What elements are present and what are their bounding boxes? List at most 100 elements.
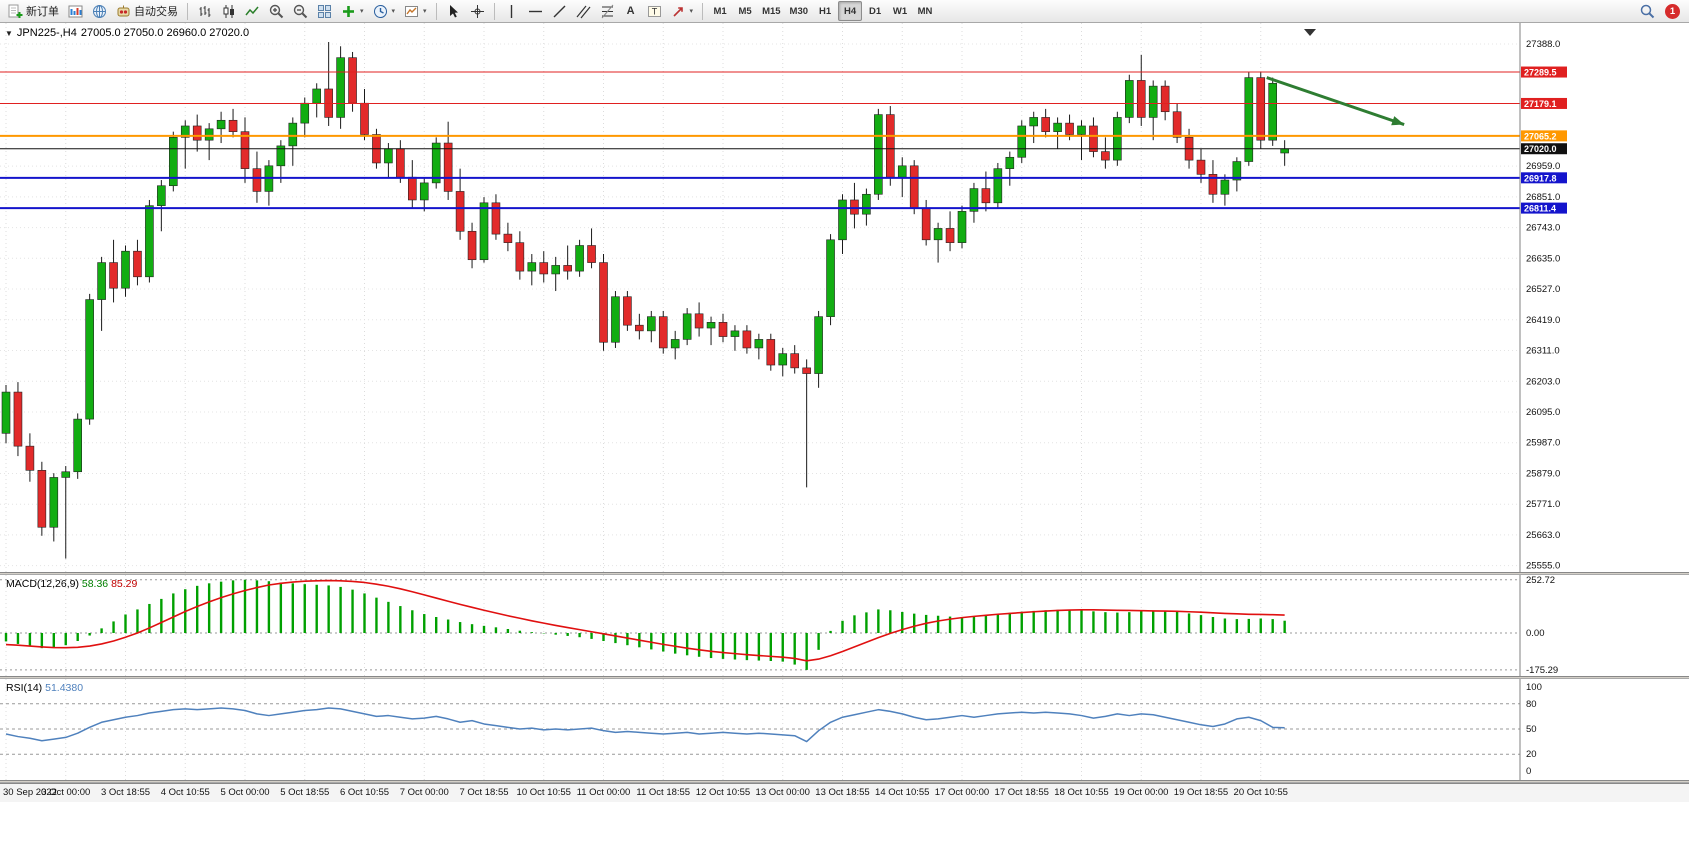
zoom-in-button[interactable]: [265, 1, 288, 21]
tile-windows-button[interactable]: [313, 1, 336, 21]
indicators-button[interactable]: ▾: [337, 1, 368, 21]
new-order-label: 新订单: [26, 6, 59, 18]
zoom-out-icon: [293, 4, 308, 19]
rsi-value: 51.4380: [45, 682, 84, 694]
chart-bars-button[interactable]: [193, 1, 216, 21]
trendline-button[interactable]: [548, 1, 571, 21]
cursor-icon: [446, 4, 461, 19]
time-axis-label: 14 Oct 10:55: [875, 787, 930, 798]
svg-text:27065.2: 27065.2: [1524, 131, 1557, 141]
svg-text:25663.0: 25663.0: [1526, 530, 1560, 541]
svg-text:26811.4: 26811.4: [1524, 204, 1556, 214]
arrow-object-icon: [671, 4, 686, 19]
channel-button[interactable]: [572, 1, 595, 21]
chart-line-button[interactable]: [241, 1, 264, 21]
chevron-down-icon: ▾: [391, 8, 396, 15]
time-axis-label: 5 Oct 00:00: [220, 787, 270, 798]
svg-text:0.00: 0.00: [1526, 628, 1545, 639]
search-button[interactable]: [1636, 1, 1659, 21]
crosshair-button[interactable]: [466, 1, 489, 21]
profiles-button[interactable]: [88, 1, 111, 21]
time-axis-label: 11 Oct 18:55: [636, 787, 691, 798]
svg-text:25987.0: 25987.0: [1526, 438, 1560, 449]
svg-text:-175.29: -175.29: [1526, 665, 1558, 676]
new-order-button[interactable]: 新订单: [4, 1, 63, 21]
label-button[interactable]: T: [643, 1, 666, 21]
svg-text:27289.5: 27289.5: [1524, 68, 1557, 78]
svg-text:26959.0: 26959.0: [1526, 161, 1560, 172]
toolbar-separator: [702, 2, 704, 20]
timeframe-button-w1[interactable]: W1: [888, 1, 912, 21]
macd-panel: 252.72 0.00 -175.29 MACD(12,26,9) 58.36 85…: [0, 575, 1689, 676]
time-axis-label: 6 Oct 10:55: [339, 787, 390, 798]
svg-text:26917.8: 26917.8: [1524, 173, 1557, 183]
fibonacci-icon: [600, 4, 615, 19]
new-chart-button[interactable]: [64, 1, 87, 21]
chart-candles-button[interactable]: [217, 1, 240, 21]
time-axis-label: 20 Oct 10:55: [1233, 787, 1288, 798]
timeframe-group: M1 M5 M15 M30 H1 H4 D1 W1 MN: [708, 1, 937, 21]
rsi-canvas[interactable]: 100 80 50 20 0: [0, 679, 1689, 780]
timeframe-button-m1[interactable]: M1: [708, 1, 732, 21]
cursor-button[interactable]: [442, 1, 465, 21]
macd-canvas[interactable]: 252.72 0.00 -175.29: [0, 575, 1689, 676]
time-axis-label: 7 Oct 18:55: [459, 787, 509, 798]
timeframe-button-m5[interactable]: M5: [733, 1, 757, 21]
templates-button[interactable]: ▾: [400, 1, 431, 21]
periods-button[interactable]: ▾: [369, 1, 400, 21]
timeframe-button-m15[interactable]: M15: [758, 1, 784, 21]
timeframe-button-mn[interactable]: MN: [913, 1, 937, 21]
timeframe-button-h1[interactable]: H1: [813, 1, 837, 21]
add-indicator-icon: [341, 4, 356, 19]
chart-symbol-period: JPN225-,H4: [16, 27, 77, 39]
timeframe-button-h4[interactable]: H4: [838, 1, 863, 21]
svg-text:252.72: 252.72: [1526, 575, 1555, 586]
vertical-line-button[interactable]: [500, 1, 523, 21]
text-tool-icon: A: [626, 5, 635, 17]
time-axis-label: 13 Oct 00:00: [755, 787, 810, 798]
tile-windows-icon: [317, 4, 332, 19]
time-axis-label: 18 Oct 10:55: [1054, 787, 1109, 798]
main-chart-canvas[interactable]: 27388.0 26959.0 26851.0 26743.0 26635.0 26527…: [0, 23, 1689, 572]
new-order-icon: [8, 4, 23, 19]
crosshair-icon: [470, 4, 485, 19]
profiles-icon: [92, 4, 107, 19]
svg-text:27179.1: 27179.1: [1524, 99, 1557, 109]
time-axis-label: 17 Oct 00:00: [934, 787, 990, 798]
text-button[interactable]: A: [620, 1, 642, 21]
collapse-triangle-icon[interactable]: ▼: [5, 28, 13, 38]
arrows-button[interactable]: ▾: [667, 1, 698, 21]
svg-text:26851.0: 26851.0: [1526, 192, 1560, 203]
timeframe-button-m30[interactable]: M30: [786, 1, 812, 21]
toolbar-separator: [435, 2, 437, 20]
horizontal-line-button[interactable]: [524, 1, 547, 21]
fibonacci-button[interactable]: [596, 1, 619, 21]
svg-text:26743.0: 26743.0: [1526, 223, 1560, 234]
macd-main-value: 58.36: [81, 578, 109, 590]
svg-text:26527.0: 26527.0: [1526, 284, 1560, 295]
time-axis[interactable]: 30 Sep 2022 3 Oct 00:00 3 Oct 18:55 4 Oct 1…: [0, 783, 1689, 802]
chevron-down-icon: ▾: [689, 8, 694, 15]
rsi-panel: 100 80 50 20 0 RSI(14) 51.4380: [0, 679, 1689, 780]
time-axis-label: 4 Oct 10:55: [160, 787, 210, 798]
zoom-out-button[interactable]: [289, 1, 312, 21]
notification-badge[interactable]: 1: [1665, 3, 1680, 19]
time-axis-label: 12 Oct 10:55: [695, 787, 751, 798]
bar-chart-icon: [197, 4, 212, 19]
zoom-in-icon: [269, 4, 284, 19]
panel-divider[interactable]: [0, 780, 1689, 783]
time-axis-label: 5 Oct 18:55: [280, 787, 330, 798]
chevron-down-icon: ▾: [423, 8, 427, 15]
text-label-icon: T: [647, 4, 662, 19]
svg-text:50: 50: [1526, 724, 1537, 735]
svg-text:26635.0: 26635.0: [1526, 253, 1560, 264]
autotrading-button[interactable]: 自动交易: [112, 1, 182, 21]
clock-icon: [373, 4, 388, 19]
panel-divider[interactable]: [0, 572, 1689, 575]
time-axis-label: 30 Sep 2022: [3, 787, 57, 798]
timeframe-button-d1[interactable]: D1: [863, 1, 887, 21]
line-chart-icon: [245, 4, 260, 19]
time-axis-label: 11 Oct 00:00: [576, 787, 631, 798]
panel-divider[interactable]: [0, 676, 1689, 679]
chevron-down-icon: ▾: [360, 8, 364, 15]
